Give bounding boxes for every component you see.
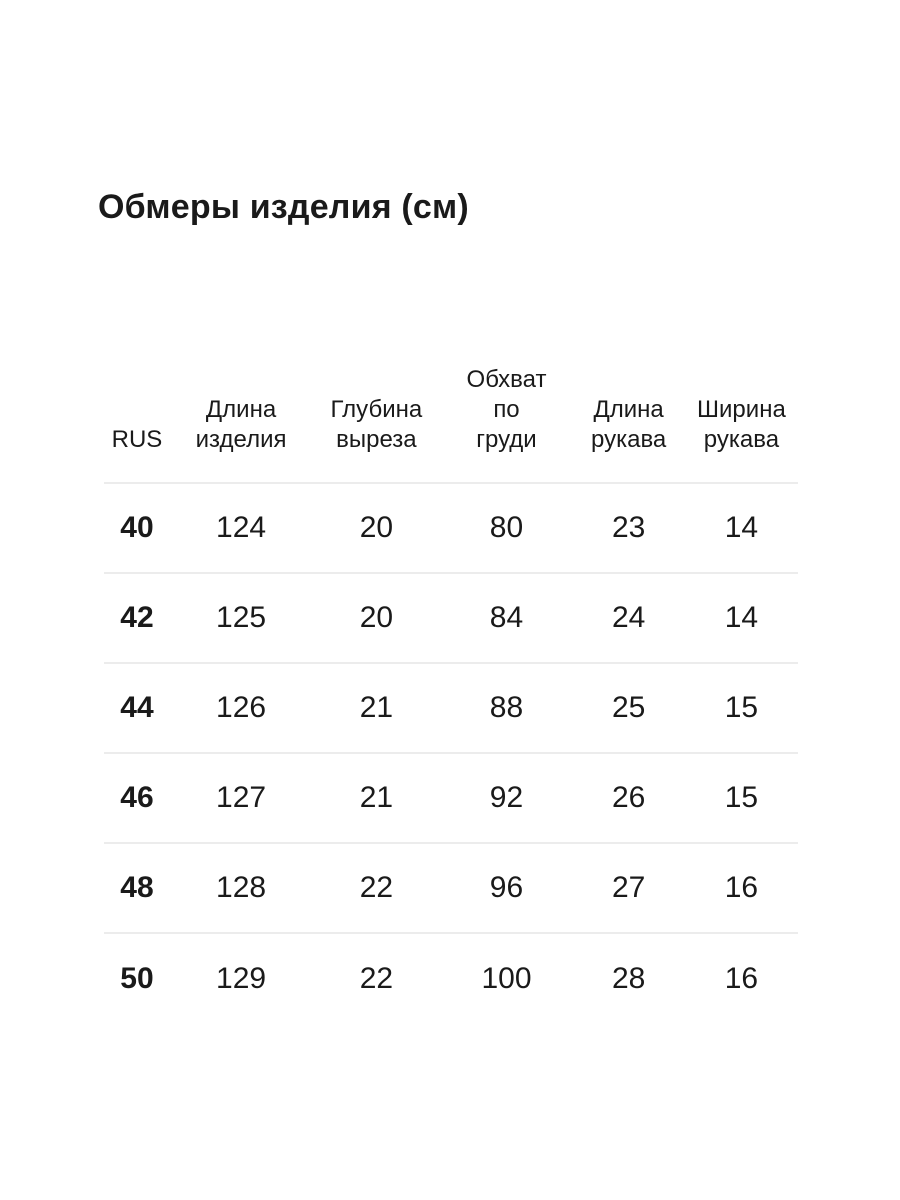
measurement-cell: 16 (724, 871, 759, 904)
measurement-cell: 15 (724, 781, 759, 814)
page-title: Обмеры изделия (см) (98, 188, 469, 226)
size-cell: 40 (120, 511, 154, 544)
table-row: 44 126 21 88 25 15 (104, 663, 798, 753)
measurement-cell: 96 (489, 871, 524, 904)
measurement-cell: 124 (216, 511, 267, 544)
column-header-sleeve-length: Длина рукава (590, 396, 667, 453)
measurement-cell: 80 (489, 511, 524, 544)
column-header-sleeve-width: Ширина рукава (697, 396, 786, 453)
column-header-item-length: Длина изделия (195, 396, 287, 453)
table-row: 42 125 20 84 24 14 (104, 573, 798, 663)
measurement-cell: 23 (611, 511, 646, 544)
measurement-cell: 15 (724, 691, 759, 724)
size-cell: 48 (120, 871, 154, 904)
measurement-cell: 27 (611, 871, 646, 904)
table-row: 50 129 22 100 28 16 (104, 933, 798, 1023)
measurement-cell: 129 (216, 961, 267, 995)
measurement-cell: 16 (724, 961, 759, 995)
size-cell: 46 (120, 781, 154, 814)
table-row: 48 128 22 96 27 16 (104, 843, 798, 933)
measurement-cell: 14 (724, 511, 759, 544)
column-header-rus: RUS (111, 426, 163, 453)
measurement-cell: 84 (489, 601, 524, 634)
measurement-cell: 24 (611, 601, 646, 634)
measurement-cell: 126 (216, 691, 267, 724)
measurement-cell: 26 (611, 781, 646, 814)
measurement-cell: 22 (359, 961, 394, 995)
measurement-cell: 22 (359, 871, 394, 904)
measurement-cell: 100 (481, 961, 532, 995)
measurement-cell: 14 (724, 601, 759, 634)
measurement-cell: 88 (489, 691, 524, 724)
measurement-cell: 128 (216, 871, 267, 904)
measurement-cell: 20 (359, 601, 394, 634)
table-row: 40 124 20 80 23 14 (104, 483, 798, 573)
size-cell: 42 (120, 601, 154, 634)
header-row: RUS Длина изделия Глубина выреза Обхват … (104, 358, 798, 483)
size-cell: 44 (120, 691, 154, 724)
measurement-cell: 20 (359, 511, 394, 544)
size-cell: 50 (120, 961, 154, 995)
measurement-cell: 21 (359, 781, 394, 814)
measurement-cell: 92 (489, 781, 524, 814)
table-row: 46 127 21 92 26 15 (104, 753, 798, 843)
column-header-chest-girth: Обхват по груди (466, 366, 547, 453)
size-table: RUS Длина изделия Глубина выреза Обхват … (104, 358, 798, 1023)
measurement-cell: 125 (216, 601, 267, 634)
column-header-neckline-depth: Глубина выреза (330, 396, 423, 453)
measurement-cell: 25 (611, 691, 646, 724)
measurement-cell: 127 (216, 781, 267, 814)
measurement-cell: 21 (359, 691, 394, 724)
measurement-cell: 28 (611, 961, 646, 995)
